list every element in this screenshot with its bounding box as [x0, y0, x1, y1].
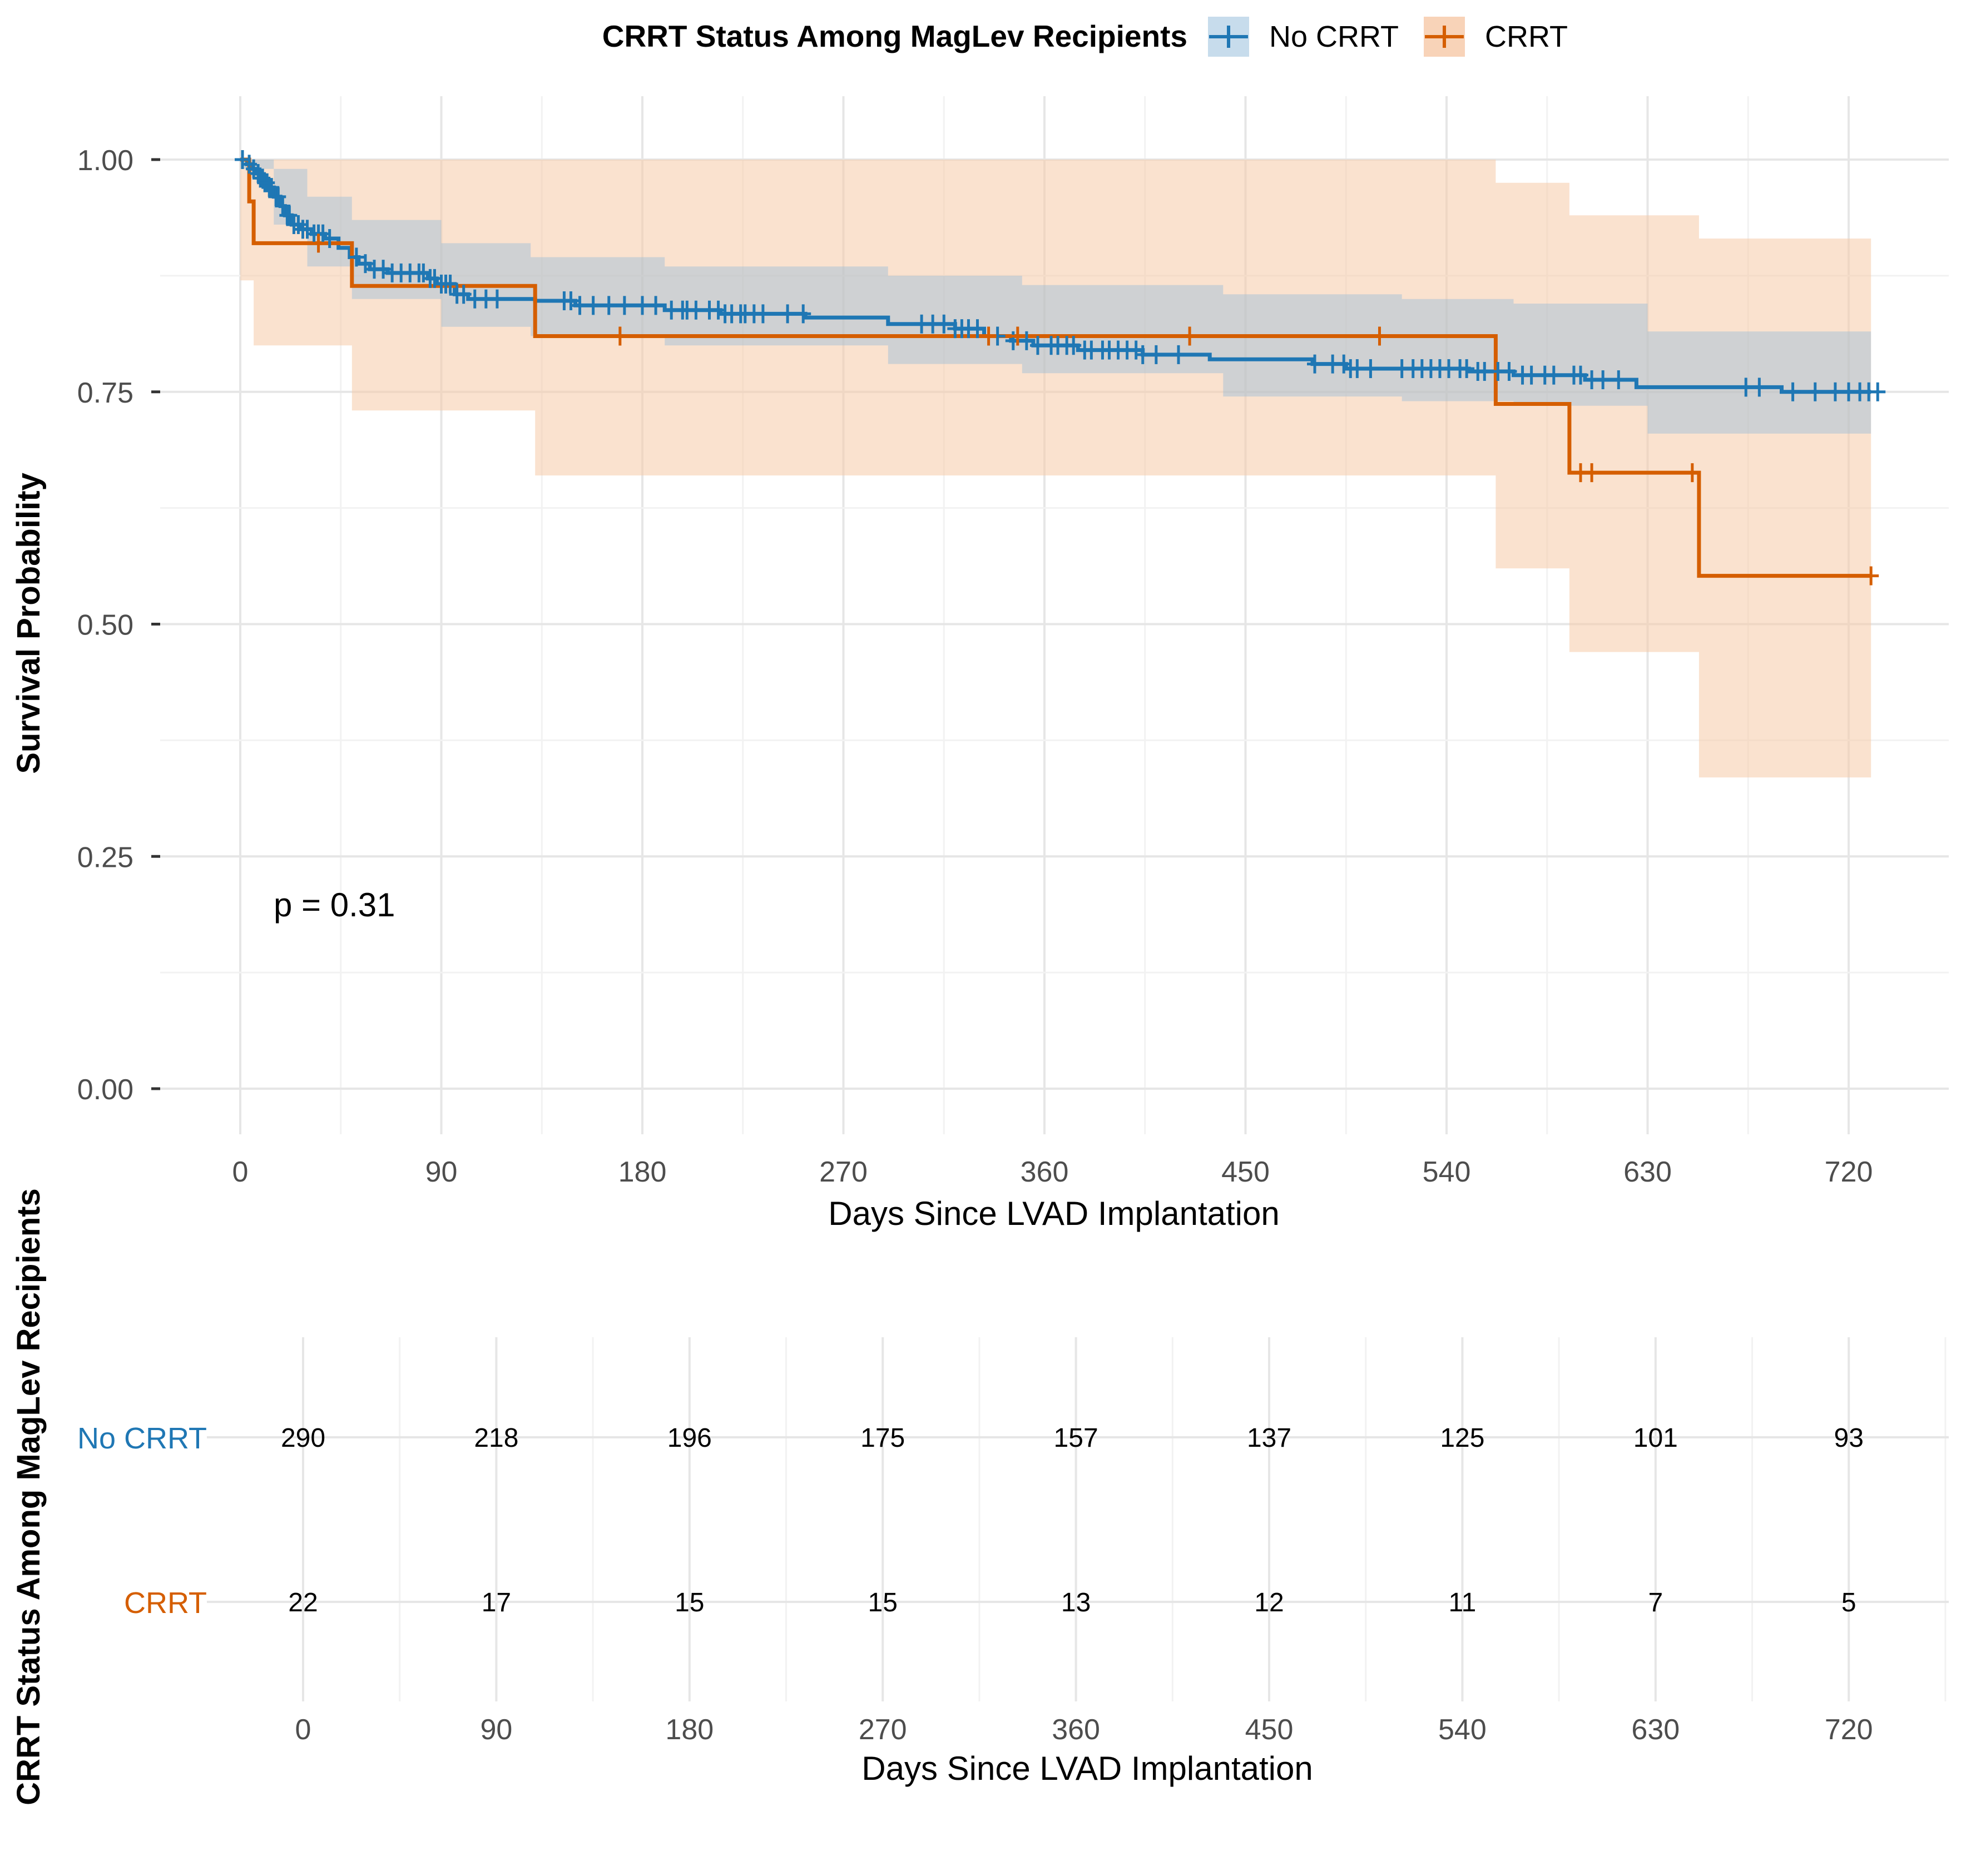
ci-band-no-crrt: [240, 160, 1871, 443]
x-tick-label: 450: [1221, 1156, 1270, 1188]
risk-x-tick-label: 0: [295, 1714, 311, 1746]
legend-item-no-crrt: No CRRT: [1208, 17, 1399, 57]
x-axis-title: Days Since LVAD Implantation: [828, 1195, 1280, 1232]
risk-count: 175: [860, 1423, 905, 1453]
y-tick-label: 0.25: [77, 841, 133, 874]
x-tick-label: 180: [618, 1156, 667, 1188]
risk-count: 5: [1841, 1588, 1856, 1617]
risk-count: 196: [667, 1423, 712, 1453]
x-tick-label: 720: [1825, 1156, 1873, 1188]
y-tick-label: 0.00: [77, 1074, 133, 1106]
risk-count: 7: [1648, 1588, 1663, 1617]
x-tick-label: 90: [425, 1156, 458, 1188]
survival-confidence-bands: [240, 160, 1871, 778]
risk-count: 157: [1054, 1423, 1098, 1453]
risk-count: 218: [474, 1423, 518, 1453]
risk-x-tick-label: 450: [1245, 1714, 1294, 1746]
risk-count: 11: [1448, 1588, 1476, 1617]
x-axis: 0 90 180 270 360 450 540 630 720: [232, 1156, 1873, 1188]
survival-censor-marks: [235, 150, 1886, 585]
risk-x-tick-label: 720: [1825, 1714, 1873, 1746]
risk-row-label: CRRT: [124, 1586, 207, 1620]
x-tick-label: 270: [819, 1156, 868, 1188]
risk-count: 15: [868, 1588, 898, 1617]
y-tick-label: 0.50: [77, 609, 133, 642]
y-axis: 0.00 0.25 0.50 0.75 1.00: [77, 145, 160, 1106]
legend-item-crrt: CRRT: [1424, 17, 1568, 57]
x-tick-label: 540: [1423, 1156, 1471, 1188]
risk-count: 101: [1633, 1423, 1678, 1453]
risk-row-label: No CRRT: [77, 1422, 207, 1455]
risk-count: 125: [1440, 1423, 1484, 1453]
risk-x-tick-label: 90: [480, 1714, 512, 1746]
risk-table-x-title: Days Since LVAD Implantation: [861, 1750, 1313, 1787]
x-tick-label: 630: [1623, 1156, 1672, 1188]
risk-table-y-title: CRRT Status Among MagLev Recipients: [11, 1188, 47, 1805]
legend: CRRT Status Among MagLev Recipients No C…: [602, 17, 1568, 57]
risk-x-tick-label: 270: [859, 1714, 907, 1746]
risk-count: 137: [1247, 1423, 1291, 1453]
y-tick-label: 0.75: [77, 377, 133, 409]
risk-count: 290: [281, 1423, 325, 1453]
legend-label-no-crrt: No CRRT: [1269, 20, 1399, 53]
survival-plot: 0.00 0.25 0.50 0.75 1.00 0 90 180 270 360 450 540 6…: [11, 96, 1949, 1232]
risk-count: 13: [1061, 1588, 1091, 1617]
risk-x-tick-label: 180: [665, 1714, 714, 1746]
risk-count: 15: [675, 1588, 704, 1617]
risk-x-tick-label: 630: [1631, 1714, 1680, 1746]
risk-x-tick-label: 540: [1438, 1714, 1487, 1746]
x-tick-label: 0: [232, 1156, 249, 1188]
y-tick-label: 1.00: [77, 145, 133, 177]
risk-count: 93: [1834, 1423, 1864, 1453]
risk-x-tick-label: 360: [1052, 1714, 1100, 1746]
risk-table-grid: [207, 1337, 1949, 1701]
x-tick-label: 360: [1021, 1156, 1069, 1188]
p-value-annotation: p = 0.31: [274, 886, 395, 924]
risk-table-x-axis: 0 90 180 270 360 450 540 630 720: [295, 1714, 1873, 1746]
risk-count: 17: [482, 1588, 511, 1617]
legend-title: CRRT Status Among MagLev Recipients: [602, 19, 1187, 53]
risk-count: 12: [1254, 1588, 1284, 1617]
ci-band-crrt: [240, 160, 1871, 778]
risk-count: 22: [288, 1588, 318, 1617]
legend-label-crrt: CRRT: [1485, 20, 1568, 53]
y-axis-title: Survival Probability: [11, 473, 47, 774]
